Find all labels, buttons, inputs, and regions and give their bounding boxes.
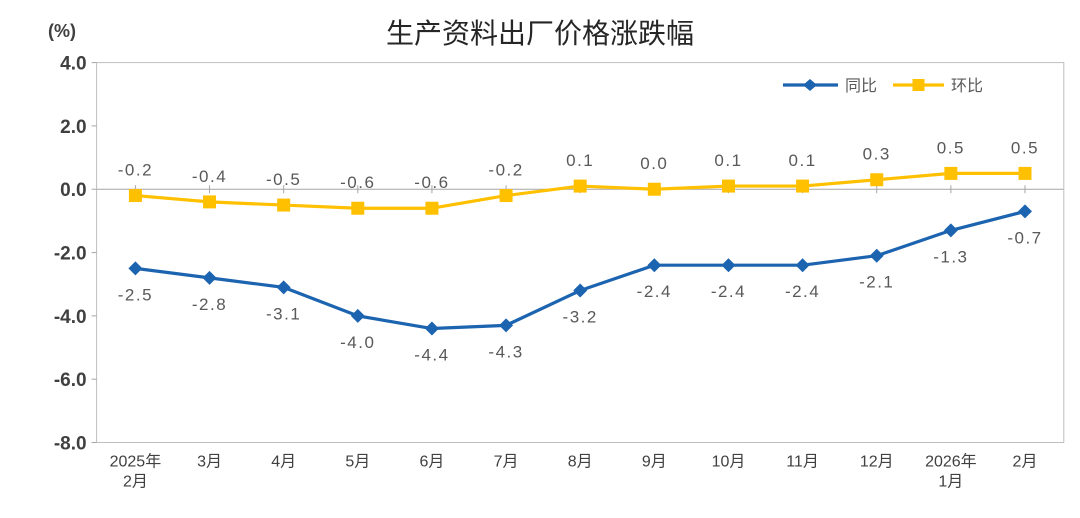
svg-text:4.0: 4.0 — [60, 54, 86, 75]
svg-text:-4.0: -4.0 — [340, 333, 375, 352]
svg-text:-1.3: -1.3 — [933, 247, 968, 266]
svg-text:2月: 2月 — [123, 474, 148, 491]
svg-text:-8.0: -8.0 — [54, 434, 87, 455]
svg-text:4月: 4月 — [271, 454, 296, 471]
svg-text:5月: 5月 — [345, 454, 370, 471]
svg-text:2025年: 2025年 — [110, 453, 162, 471]
svg-text:-0.2: -0.2 — [488, 161, 523, 180]
svg-text:-3.2: -3.2 — [563, 308, 598, 327]
svg-text:-0.6: -0.6 — [340, 173, 375, 192]
svg-text:-0.7: -0.7 — [1007, 228, 1042, 247]
svg-text:-4.4: -4.4 — [414, 346, 449, 365]
svg-text:-6.0: -6.0 — [54, 370, 87, 391]
svg-text:11月: 11月 — [786, 454, 819, 471]
svg-text:0.3: 0.3 — [863, 145, 891, 164]
svg-text:0.1: 0.1 — [714, 151, 742, 170]
svg-text:-3.1: -3.1 — [266, 304, 301, 323]
svg-text:-0.2: -0.2 — [118, 161, 153, 180]
svg-text:7月: 7月 — [494, 454, 519, 471]
svg-text:0.0: 0.0 — [640, 154, 668, 173]
svg-text:-2.8: -2.8 — [192, 295, 227, 314]
svg-text:9月: 9月 — [642, 454, 667, 471]
svg-text:环比: 环比 — [951, 77, 983, 95]
svg-text:-2.4: -2.4 — [785, 282, 820, 301]
svg-text:8月: 8月 — [568, 454, 593, 471]
svg-text:0.1: 0.1 — [789, 151, 817, 170]
svg-text:-0.4: -0.4 — [192, 167, 227, 186]
svg-text:-4.3: -4.3 — [488, 342, 523, 361]
svg-text:12月: 12月 — [860, 454, 894, 471]
svg-text:0.5: 0.5 — [937, 138, 965, 157]
svg-text:0.0: 0.0 — [60, 180, 86, 201]
svg-text:-2.4: -2.4 — [711, 282, 746, 301]
svg-text:6月: 6月 — [419, 454, 444, 471]
svg-text:10月: 10月 — [712, 454, 746, 471]
svg-text:0.1: 0.1 — [566, 151, 594, 170]
svg-text:-0.5: -0.5 — [266, 170, 301, 189]
svg-text:-2.5: -2.5 — [118, 285, 153, 304]
svg-text:0.5: 0.5 — [1011, 138, 1039, 157]
svg-text:-2.0: -2.0 — [54, 244, 87, 265]
svg-text:-4.0: -4.0 — [54, 307, 87, 328]
svg-text:2月: 2月 — [1013, 454, 1038, 471]
svg-text:3月: 3月 — [197, 454, 222, 471]
svg-text:-2.4: -2.4 — [637, 282, 672, 301]
svg-text:-2.1: -2.1 — [859, 273, 894, 292]
svg-text:1月: 1月 — [938, 474, 963, 491]
svg-text:2026年: 2026年 — [925, 453, 977, 471]
svg-text:同比: 同比 — [845, 77, 877, 95]
svg-text:-0.6: -0.6 — [414, 173, 449, 192]
svg-text:2.0: 2.0 — [60, 117, 86, 138]
